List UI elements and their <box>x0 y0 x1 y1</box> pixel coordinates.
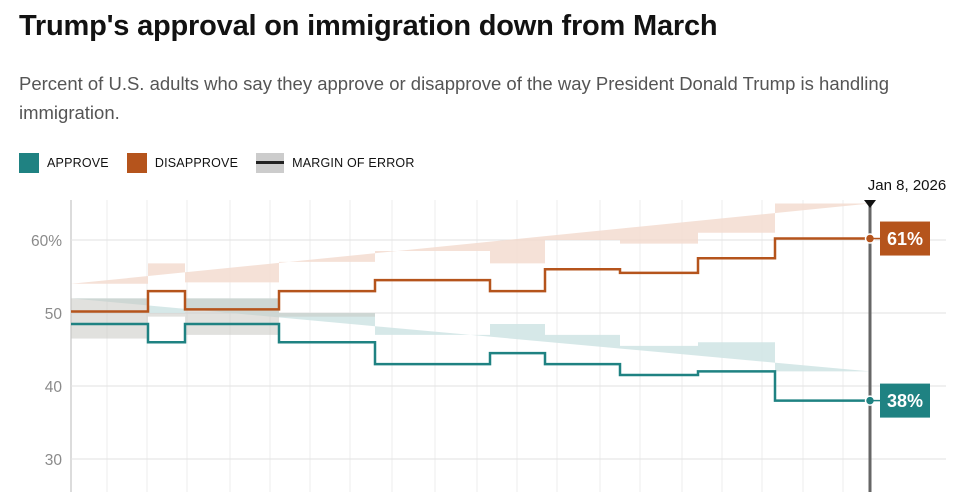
chart-title: Trump's approval on immigration down fro… <box>19 10 718 42</box>
overlap-band <box>148 313 185 317</box>
margin-of-error-swatch <box>256 153 285 173</box>
approve-swatch <box>19 153 39 173</box>
disapprove-line <box>71 237 870 313</box>
y-tick-label: 30 <box>45 452 63 469</box>
approve-value-badge <box>880 383 930 418</box>
date-marker-triangle-icon <box>864 200 876 208</box>
approve-line <box>71 322 870 402</box>
legend-item-approve: APPROVE <box>19 153 109 173</box>
overlap-band <box>185 298 279 335</box>
disapprove-margin-band <box>71 203 870 284</box>
margin-bands <box>71 203 870 372</box>
disapprove-value-label: 61% <box>887 229 923 249</box>
value-labels: 61% 38% <box>864 221 930 418</box>
disapprove-value-badge <box>880 221 930 256</box>
approve-value-label: 38% <box>887 391 923 411</box>
legend-label-margin: MARGIN OF ERROR <box>292 156 415 170</box>
legend-label-disapprove: DISAPPROVE <box>154 156 239 170</box>
legend-label-approve: APPROVE <box>47 156 109 170</box>
series-lines <box>71 237 870 402</box>
y-tick-label: 50 <box>45 306 63 323</box>
legend-item-disapprove: DISAPPROVE <box>126 153 239 173</box>
overlap-band <box>71 298 148 339</box>
disapprove-swatch <box>126 153 147 173</box>
y-tick-label: 60% <box>31 233 62 250</box>
overlap-band <box>279 313 375 317</box>
legend-item-margin: MARGIN OF ERROR <box>256 153 414 173</box>
y-axis: 30 40 50 60% <box>31 233 62 469</box>
date-marker-label: Jan 8, 2026 <box>868 177 946 194</box>
chart-subtitle: Percent of U.S. adults who say they appr… <box>19 73 889 123</box>
legend: APPROVE DISAPPROVE MARGIN OF ERROR <box>19 152 433 174</box>
y-tick-label: 40 <box>45 379 63 396</box>
date-marker[interactable]: Jan 8, 2026 <box>864 177 946 492</box>
